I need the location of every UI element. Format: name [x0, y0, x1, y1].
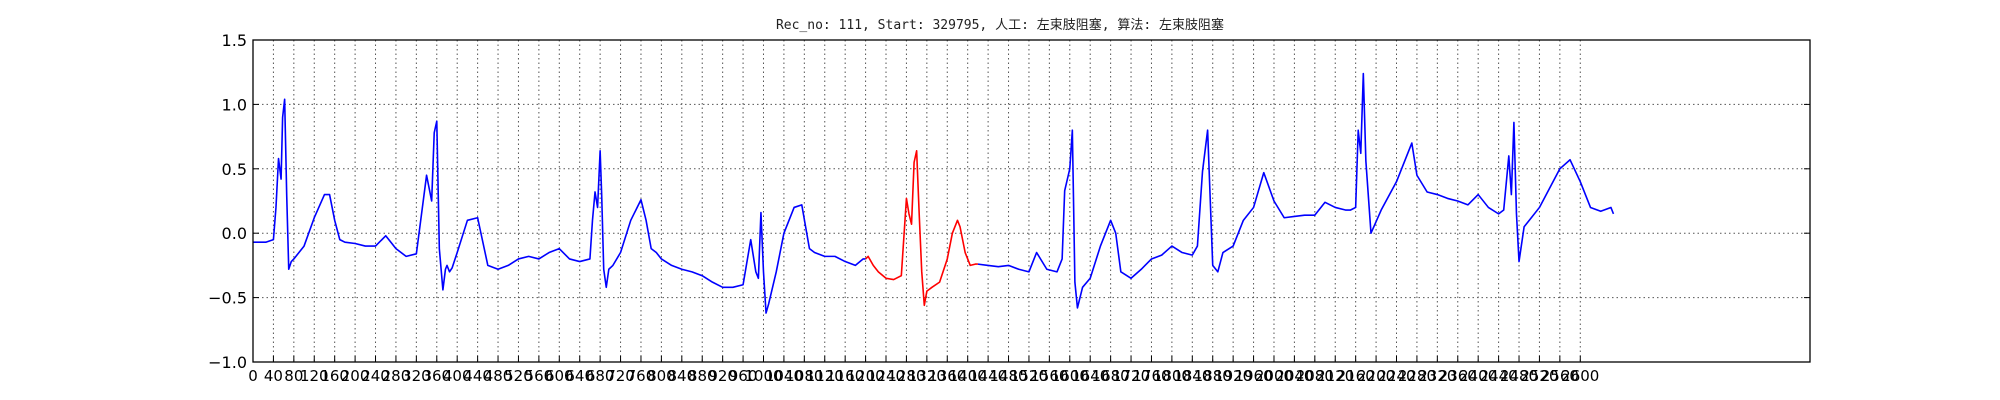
- x-tick-label: 120: [300, 367, 329, 385]
- x-tick-label: 1000: [744, 367, 782, 385]
- x-tick-label: 1600: [1051, 367, 1089, 385]
- x-tick-label: 720: [606, 367, 635, 385]
- x-tick-label: 2600: [1561, 367, 1599, 385]
- x-tick-label: 1360: [928, 367, 966, 385]
- x-tick-label: 480: [484, 367, 513, 385]
- x-tick-label: 2320: [1418, 367, 1456, 385]
- x-tick-label: 1120: [806, 367, 844, 385]
- x-tick-label: 2440: [1480, 367, 1518, 385]
- x-tick-label: 1160: [826, 367, 864, 385]
- grid-lines: [252, 39, 1810, 363]
- x-tick-label: 1840: [1173, 367, 1211, 385]
- y-tick-label: 1.0: [222, 95, 247, 114]
- x-axis-ticks: 0 40 8012016020024028032036040044048052056…: [248, 356, 1599, 385]
- x-tick-label: 1080: [785, 367, 823, 385]
- x-tick-label: 600: [545, 367, 574, 385]
- series-group: [253, 72, 1615, 314]
- x-tick-label: 400: [443, 367, 472, 385]
- x-tick-label: 1200: [846, 367, 884, 385]
- x-tick-label: 520: [504, 367, 533, 385]
- x-tick-label: 2480: [1500, 367, 1538, 385]
- x-tick-label: 800: [647, 367, 676, 385]
- x-tick-label: 960: [729, 367, 758, 385]
- x-tick-label: 0: [248, 367, 258, 385]
- y-tick-label: −0.5: [208, 289, 247, 308]
- y-tick-label: −1.0: [208, 353, 247, 372]
- x-tick-label: 1320: [908, 367, 946, 385]
- x-tick-label: 40: [264, 367, 283, 385]
- x-tick-label: 440: [463, 367, 492, 385]
- y-tick-label: 0.5: [222, 160, 247, 179]
- x-tick-label: 1640: [1071, 367, 1109, 385]
- ecg-series-line-0: [253, 98, 866, 314]
- plot-frame: [252, 39, 1811, 363]
- x-tick-label: 880: [688, 367, 717, 385]
- y-axis-ticks: −1.0 −0.5 0.0 0.5 1.0 1.5: [208, 31, 1810, 372]
- x-tick-label: 1400: [949, 367, 987, 385]
- x-tick-label: 2160: [1337, 367, 1375, 385]
- x-tick-label: 1040: [765, 367, 803, 385]
- x-tick-label: 2280: [1398, 367, 1436, 385]
- x-tick-label: 1280: [887, 367, 925, 385]
- y-tick-label: 0.0: [222, 224, 247, 243]
- x-tick-label: 2400: [1459, 367, 1497, 385]
- x-tick-label: 560: [525, 367, 554, 385]
- x-tick-label: 1880: [1194, 367, 1232, 385]
- x-tick-label: 2240: [1377, 367, 1415, 385]
- x-tick-label: 1440: [969, 367, 1007, 385]
- y-tick-label: 1.5: [222, 31, 247, 50]
- x-tick-label: 1240: [867, 367, 905, 385]
- x-tick-label: 2080: [1296, 367, 1334, 385]
- x-tick-label: 80: [284, 367, 303, 385]
- x-tick-label: 1480: [989, 367, 1027, 385]
- x-tick-label: 1760: [1132, 367, 1170, 385]
- x-tick-label: 1960: [1234, 367, 1272, 385]
- x-tick-label: 1920: [1214, 367, 1252, 385]
- x-tick-label: 1720: [1112, 367, 1150, 385]
- x-tick-label: 1680: [1092, 367, 1130, 385]
- x-tick-label: 160: [320, 367, 349, 385]
- x-tick-label: 1520: [1010, 367, 1048, 385]
- x-tick-label: 2200: [1357, 367, 1395, 385]
- x-tick-label: 840: [667, 367, 696, 385]
- x-tick-label: 760: [627, 367, 656, 385]
- x-tick-label: 680: [586, 367, 615, 385]
- x-tick-label: 200: [341, 367, 370, 385]
- x-tick-label: 2360: [1439, 367, 1477, 385]
- x-tick-label: 1560: [1030, 367, 1068, 385]
- x-tick-label: 2120: [1316, 367, 1354, 385]
- x-tick-label: 2040: [1275, 367, 1313, 385]
- x-tick-label: 2520: [1520, 367, 1558, 385]
- x-tick-label: 320: [402, 367, 431, 385]
- x-tick-label: 240: [361, 367, 390, 385]
- x-tick-label: 1800: [1153, 367, 1191, 385]
- chart-title: Rec_no: 111, Start: 329795, 人工: 左束肢阻塞, 算…: [776, 17, 1224, 33]
- x-tick-label: 920: [708, 367, 737, 385]
- x-tick-label: 2000: [1255, 367, 1293, 385]
- ecg-series-line-2: [977, 72, 1615, 309]
- x-tick-label: 360: [422, 367, 451, 385]
- x-tick-label: 640: [565, 367, 594, 385]
- x-tick-label: 2560: [1541, 367, 1579, 385]
- x-tick-label: 280: [382, 367, 411, 385]
- ecg-series-line-1: [865, 149, 978, 307]
